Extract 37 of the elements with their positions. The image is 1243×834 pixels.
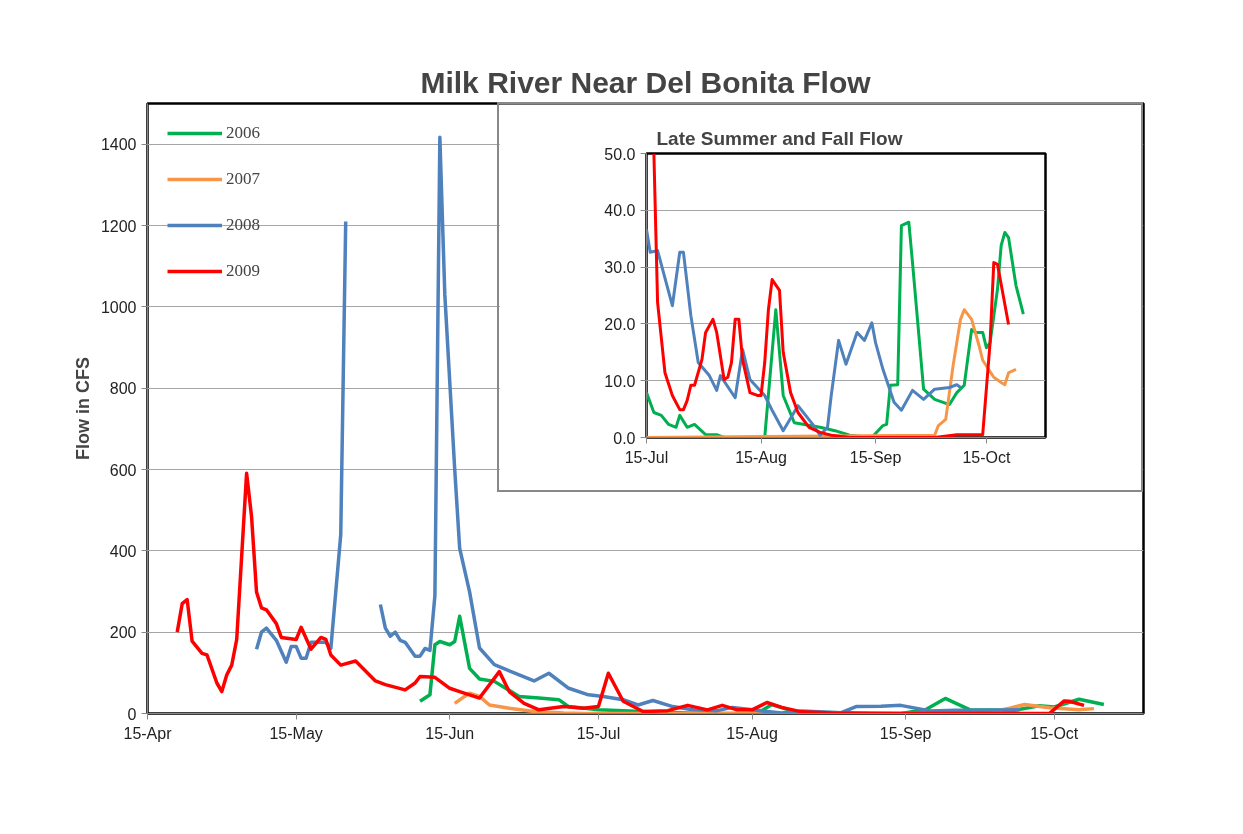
y-tick-label: 50.0 xyxy=(604,145,636,163)
x-tick-label: 15-Aug xyxy=(735,448,787,466)
y-tick-label: 30.0 xyxy=(604,259,636,277)
y-tick-label: 600 xyxy=(109,461,137,479)
line-series xyxy=(652,153,1011,438)
x-tick-label: 15-Sep xyxy=(879,724,932,742)
x-tick-label: 15-Jul xyxy=(576,724,621,742)
y-tick-label: 400 xyxy=(109,542,137,560)
y-tick-label: 10.0 xyxy=(604,372,636,390)
x-tick-label: 15-Aug xyxy=(726,724,778,742)
y-tick-label: 0.0 xyxy=(613,429,636,447)
y-tick-label: 20.0 xyxy=(604,315,636,333)
x-tick-label: 15-Jun xyxy=(425,724,475,742)
x-tick-label: 15-Sep xyxy=(849,448,902,466)
line-series xyxy=(646,228,963,437)
legend-label: 2008 xyxy=(226,215,260,235)
chart-title: Late Summer and Fall Flow xyxy=(656,127,903,149)
y-axis-title: Flow in CFS xyxy=(72,357,93,460)
x-tick-label: 15-Oct xyxy=(962,448,1011,466)
x-tick-label: 15-May xyxy=(269,724,323,742)
legend-label: 2009 xyxy=(226,261,260,281)
y-tick-label: 1000 xyxy=(100,298,137,316)
x-tick-label: 15-Jul xyxy=(624,448,669,466)
line-series xyxy=(646,308,1018,438)
line-series xyxy=(646,220,1025,438)
chart-title: Milk River Near Del Bonita Flow xyxy=(420,65,872,99)
y-tick-label: 1400 xyxy=(100,136,137,154)
y-tick-label: 800 xyxy=(109,380,137,398)
x-tick-label: 15-Oct xyxy=(1030,724,1079,742)
x-tick-label: 15-Apr xyxy=(123,724,173,742)
legend-label: 2007 xyxy=(226,169,260,189)
y-tick-label: 200 xyxy=(109,624,137,642)
y-tick-label: 40.0 xyxy=(604,202,636,220)
line-series xyxy=(175,471,1086,714)
legend-label: 2006 xyxy=(226,123,260,143)
y-tick-label: 1200 xyxy=(100,217,137,235)
y-tick-label: 0 xyxy=(127,705,137,723)
